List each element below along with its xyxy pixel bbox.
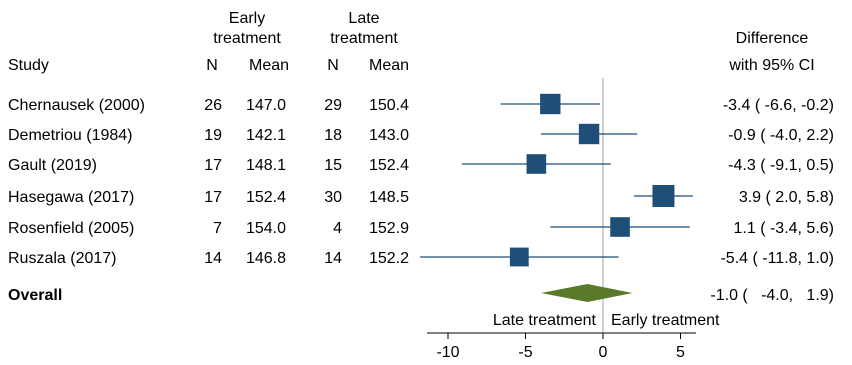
effect-marker: [578, 123, 600, 145]
favors-right-label: Early treatment: [611, 312, 720, 329]
study-name: Rosenfield (2005): [8, 220, 134, 237]
study-name: Hasegawa (2017): [8, 189, 134, 206]
ci-text: 1.1 ( -3.4, 5.6): [734, 220, 835, 237]
late-n-value: 30: [324, 189, 342, 206]
late-mean-value: 152.2: [369, 250, 409, 267]
early-mean-value: 154.0: [246, 220, 286, 237]
early-mean-value: 142.1: [246, 127, 286, 144]
x-tick-label: 5: [676, 344, 685, 361]
overall-diamond: [541, 284, 633, 302]
header-difference-line1: Difference: [736, 30, 809, 47]
early-mean-value: 152.4: [246, 189, 286, 206]
early-n-value: 17: [204, 189, 222, 206]
early-n-value: 7: [213, 220, 222, 237]
late-n-value: 18: [324, 127, 342, 144]
study-name: Gault (2019): [8, 157, 97, 174]
late-n-value: 4: [333, 220, 342, 237]
effect-marker: [509, 247, 529, 267]
header-late-line1: Late: [348, 10, 379, 27]
ci-text: -0.9 ( -4.0, 2.2): [728, 127, 834, 144]
ci-text: -5.4 ( -11.8, 1.0): [720, 250, 834, 267]
late-n-value: 29: [324, 97, 342, 114]
header-study: Study: [8, 57, 49, 74]
late-mean-value: 152.9: [369, 220, 409, 237]
overall-label: Overall: [8, 287, 62, 304]
header-early-line2: treatment: [213, 30, 281, 47]
x-tick-label: -10: [436, 344, 459, 361]
header-difference-line2: with 95% CI: [728, 57, 814, 74]
early-mean-value: 147.0: [246, 97, 286, 114]
early-mean-value: 146.8: [246, 250, 286, 267]
overall-ci-text: -1.0 ( -4.0, 1.9): [710, 287, 834, 304]
header-late-line2: treatment: [330, 30, 398, 47]
late-mean-value: 148.5: [369, 189, 409, 206]
early-n-value: 26: [204, 97, 222, 114]
x-tick-label: -5: [518, 344, 532, 361]
study-name: Chernausek (2000): [8, 97, 145, 114]
study-name: Demetriou (1984): [8, 127, 133, 144]
effect-marker: [540, 93, 561, 115]
ci-text: 3.9 ( 2.0, 5.8): [739, 189, 834, 206]
early-mean-value: 148.1: [246, 157, 286, 174]
late-mean-value: 143.0: [369, 127, 409, 144]
x-axis: -10 -5 0 5: [427, 332, 696, 361]
late-mean-value: 150.4: [369, 97, 409, 114]
favors-left-label: Late treatment: [493, 312, 597, 329]
header-early-n: N: [206, 57, 218, 74]
x-tick-label: 0: [599, 344, 608, 361]
late-mean-value: 152.4: [369, 157, 409, 174]
plot-marks: [420, 78, 693, 332]
header-early-mean: Mean: [249, 57, 289, 74]
late-n-value: 15: [324, 157, 342, 174]
effect-marker: [610, 217, 630, 237]
early-n-value: 14: [204, 250, 222, 267]
ci-text: -4.3 ( -9.1, 0.5): [728, 157, 834, 174]
effect-marker: [652, 185, 675, 207]
study-rows: Chernausek (2000) 26 147.0 29 150.4 -3.4 ( -6…: [8, 97, 834, 267]
ci-text: -3.4 ( -6.6, -0.2): [723, 97, 834, 114]
late-n-value: 14: [324, 250, 342, 267]
early-n-value: 17: [204, 157, 222, 174]
header-early-line1: Early: [229, 10, 265, 27]
header-late-n: N: [327, 57, 339, 74]
study-name: Ruszala (2017): [8, 250, 117, 267]
effect-marker: [526, 154, 547, 174]
header-late-mean: Mean: [369, 57, 409, 74]
early-n-value: 19: [204, 127, 222, 144]
